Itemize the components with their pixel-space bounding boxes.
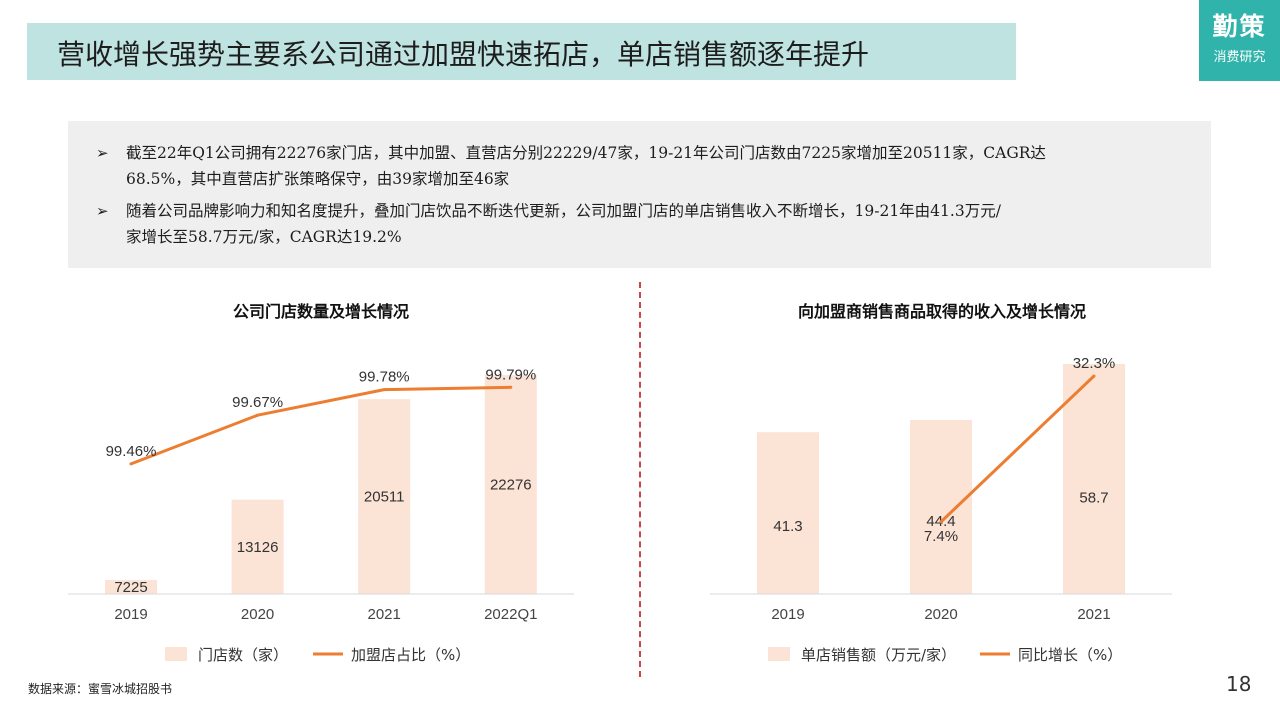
chart-1-legend-bar-swatch xyxy=(165,647,187,661)
chart-2-line-point-2021 xyxy=(1092,374,1096,378)
chart-2-bar-label-2019: 41.3 xyxy=(773,518,802,535)
chart-2-line-series xyxy=(939,374,1096,523)
chart-1-tick-label-2020: 2020 xyxy=(241,606,274,623)
chart-2-bar-2020 xyxy=(910,420,972,594)
title-banner: 营收增长强势主要系公司通过加盟快速拓店，单店销售额逐年提升 xyxy=(27,23,1016,80)
chart-2-line-label-2021: 32.3% xyxy=(1073,355,1116,372)
chart-2-line-point-2020 xyxy=(939,520,943,524)
chart-1-tick-label-2022Q1: 2022Q1 xyxy=(484,606,537,623)
chart-1-bar-2021 xyxy=(358,399,411,594)
summary-bullet-1: ➢ 截至22年Q1公司拥有22276家门店，其中加盟、直营店分别22229/47… xyxy=(96,140,1186,192)
chart-2-tick-label-2019: 2019 xyxy=(771,606,804,623)
chart-1-bar-label-2022Q1: 22276 xyxy=(490,477,532,494)
chart-1-tick-label-2019: 2019 xyxy=(114,606,147,623)
chart-1-legend-bar-label: 门店数（家） xyxy=(198,646,288,664)
page-title: 营收增长强势主要系公司通过加盟快速拓店，单店销售额逐年提升 xyxy=(57,38,870,71)
chart-2-legend-bar-swatch xyxy=(768,647,790,661)
chart-1-line-series xyxy=(130,385,511,466)
chart-1-line-label-2022Q1: 99.79% xyxy=(485,366,536,383)
chart-2-bar-2019 xyxy=(757,432,819,594)
chart-2-tick-label-2021: 2021 xyxy=(1077,606,1110,623)
chart-1-legend-line-label: 加盟店占比（%） xyxy=(351,646,470,664)
chart-1-bar-2020 xyxy=(231,499,284,594)
chart-1-line-point-2021 xyxy=(382,388,386,392)
bullet-1-line-2: 68.5%，其中直营店扩张策略保守，由39家增加至46家 xyxy=(126,170,510,188)
brand-logo: 勤策 消费研究 xyxy=(1199,0,1280,81)
chart-1-tick-label-2021: 2021 xyxy=(368,606,401,623)
chart-1-bar-label-2020: 13126 xyxy=(237,539,279,556)
bullet-1-line-1: 截至22年Q1公司拥有22276家门店，其中加盟、直营店分别22229/47家，… xyxy=(126,144,1046,162)
bullet-arrow-icon: ➢ xyxy=(96,202,109,220)
chart-divider xyxy=(639,282,641,677)
bullet-arrow-icon: ➢ xyxy=(96,144,109,162)
summary-bullet-2: ➢ 随着公司品牌影响力和知名度提升，叠加门店饮品不断迭代更新，公司加盟门店的单店… xyxy=(96,198,1186,250)
chart-2-tick-label-2020: 2020 xyxy=(924,606,957,623)
summary-box: ➢ 截至22年Q1公司拥有22276家门店，其中加盟、直营店分别22229/47… xyxy=(68,121,1211,268)
chart-1-line-label-2019: 99.46% xyxy=(106,443,157,460)
chart-2-legend-bar-label: 单店销售额（万元/家） xyxy=(801,646,956,664)
chart-1-bar-label-2019: 7225 xyxy=(114,579,147,596)
data-source-note: 数据来源：蜜雪冰城招股书 xyxy=(28,682,173,696)
logo-sub-text: 消费研究 xyxy=(1213,50,1266,65)
bullet-2-line-1: 随着公司品牌影响力和知名度提升，叠加门店饮品不断迭代更新，公司加盟门店的单店销售… xyxy=(126,202,1001,220)
chart-2-bar-label-2021: 58.7 xyxy=(1079,489,1108,506)
chart-1-bar-label-2021: 20511 xyxy=(364,489,405,506)
chart-2-line-label-2020: 7.4% xyxy=(924,528,958,545)
chart-1-title: 公司门店数量及增长情况 xyxy=(233,302,409,321)
chart-1-line-point-2020 xyxy=(256,413,260,417)
bullet-2-line-2: 家增长至58.7万元/家，CAGR达19.2% xyxy=(126,228,402,246)
chart-1-bar-2019 xyxy=(105,580,157,594)
page-number: 18 xyxy=(1226,672,1252,696)
chart-1-line-label-2021: 99.78% xyxy=(359,369,410,386)
logo-main-text: 勤策 xyxy=(1212,12,1267,41)
chart-1-line-point-2019 xyxy=(129,462,133,466)
chart-1-line-point-2022Q1 xyxy=(509,385,513,389)
chart-2-title: 向加盟商销售商品取得的收入及增长情况 xyxy=(798,302,1086,321)
chart-2-legend-line-label: 同比增长（%） xyxy=(1018,646,1122,664)
chart-2-bar-2021 xyxy=(1063,364,1125,594)
chart-1-line-label-2020: 99.67% xyxy=(232,394,283,411)
chart-1-bar-2022Q1 xyxy=(484,375,537,594)
